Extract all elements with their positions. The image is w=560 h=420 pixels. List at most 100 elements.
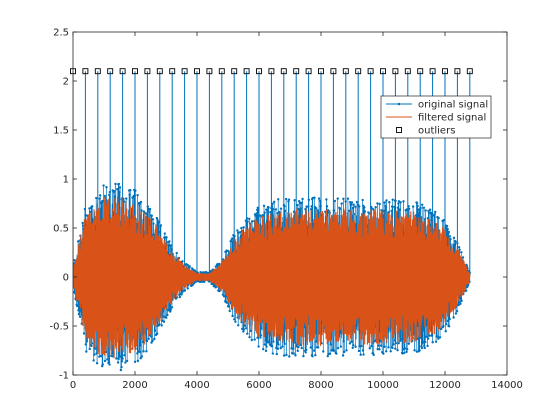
signal-point xyxy=(218,262,221,266)
signal-point xyxy=(456,242,459,245)
signal-point xyxy=(118,190,121,194)
signal-point xyxy=(147,337,150,341)
signal-point xyxy=(305,348,308,352)
signal-point xyxy=(403,347,407,350)
signal-point xyxy=(292,352,295,355)
signal-point xyxy=(259,336,262,339)
signal-point xyxy=(363,206,366,209)
signal-point xyxy=(368,347,371,350)
signal-point xyxy=(88,347,91,351)
signal-point xyxy=(105,186,108,189)
signal-point xyxy=(231,240,235,243)
signal-point xyxy=(434,340,438,343)
outlier-marker xyxy=(342,68,349,75)
signal-point xyxy=(352,343,355,347)
signal-point xyxy=(297,345,300,349)
signal-point xyxy=(383,345,386,348)
signal-point xyxy=(148,207,152,211)
axes-box xyxy=(72,31,508,376)
signal-point xyxy=(259,214,262,217)
signal-point xyxy=(302,354,305,358)
signal-point xyxy=(426,217,430,220)
signal-point xyxy=(122,197,125,200)
signal-point xyxy=(361,198,364,202)
signal-point xyxy=(427,209,430,213)
signal-point xyxy=(119,368,123,372)
signal-point xyxy=(136,194,139,197)
outlier-marker xyxy=(330,68,337,75)
signal-point xyxy=(169,308,172,311)
signal-point xyxy=(229,240,232,243)
signal-point xyxy=(390,209,393,213)
signal-point xyxy=(167,308,171,311)
signal-point xyxy=(354,205,357,208)
signal-point xyxy=(163,232,167,235)
signal-point xyxy=(379,344,383,347)
outlier-marker xyxy=(119,68,126,75)
signal-point xyxy=(242,328,246,331)
signal-point xyxy=(389,350,392,353)
signal-point xyxy=(283,205,286,208)
signal-point xyxy=(342,197,345,201)
signal-point xyxy=(116,361,120,364)
signal-point xyxy=(285,353,288,357)
signal-point xyxy=(145,350,148,353)
signal-point xyxy=(228,309,231,313)
signal-point xyxy=(377,344,380,347)
signal-point xyxy=(279,207,283,210)
signal-point xyxy=(363,210,367,213)
signal-point xyxy=(439,327,443,331)
signal-point xyxy=(140,355,144,358)
signal-point xyxy=(166,313,169,317)
signal-point xyxy=(398,208,401,211)
signal-point xyxy=(268,341,271,344)
signal-point xyxy=(237,324,240,327)
signal-point xyxy=(390,205,394,208)
signal-point xyxy=(269,210,272,214)
signal-point xyxy=(460,251,463,254)
signal-point xyxy=(136,352,139,355)
signal-point xyxy=(359,353,362,356)
signal-point xyxy=(151,339,154,343)
signal-point xyxy=(141,340,145,344)
y-tick-label: 2 xyxy=(63,77,69,88)
signal-point xyxy=(296,203,299,207)
signal-point xyxy=(148,210,151,213)
signal-point xyxy=(255,212,258,215)
y-tick-label: 0.5 xyxy=(53,224,69,235)
signal-point xyxy=(122,200,126,203)
signal-point xyxy=(336,197,339,200)
signal-point xyxy=(358,205,361,208)
signal-point xyxy=(326,209,330,212)
signal-point xyxy=(405,348,409,351)
outlier-marker xyxy=(404,68,411,75)
signal-point xyxy=(114,182,117,186)
signal-point xyxy=(433,212,436,216)
signal-point xyxy=(270,205,274,208)
signal-point xyxy=(88,210,92,214)
signal-point xyxy=(367,211,370,214)
signal-point xyxy=(425,335,428,338)
signal-point xyxy=(355,200,359,204)
x-tick-label: 12000 xyxy=(429,380,461,391)
signal-point xyxy=(399,201,402,204)
signal-point xyxy=(428,334,431,337)
signal-point xyxy=(98,197,101,200)
signal-point xyxy=(271,207,275,211)
signal-point xyxy=(150,214,153,218)
signal-point xyxy=(422,344,426,348)
signal-point xyxy=(407,205,410,208)
x-tick-label: 0 xyxy=(70,380,76,391)
outlier-marker xyxy=(243,68,250,75)
signal-point xyxy=(296,349,299,353)
signal-point xyxy=(423,218,426,221)
signal-point xyxy=(267,206,270,209)
signal-point xyxy=(180,291,184,294)
signal-point xyxy=(332,349,336,352)
signal-point xyxy=(264,339,267,342)
outlier-marker xyxy=(169,68,176,75)
signal-point xyxy=(388,201,391,204)
legend-outliers-label: outliers xyxy=(418,126,455,137)
signal-point xyxy=(231,314,234,318)
